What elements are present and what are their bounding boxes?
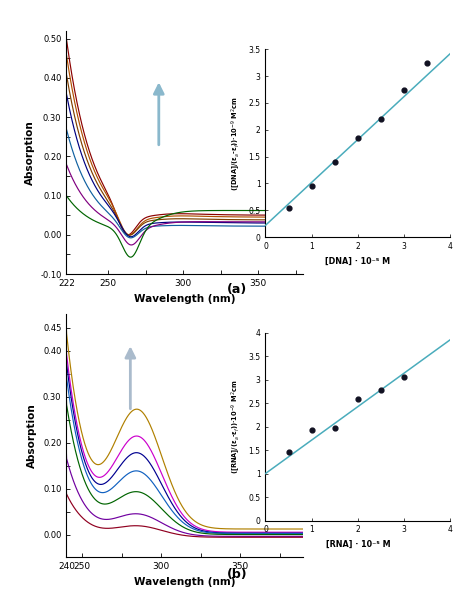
- Y-axis label: Absorption: Absorption: [25, 120, 35, 185]
- X-axis label: Wavelength (nm): Wavelength (nm): [134, 577, 236, 587]
- Point: [400, 372, 408, 382]
- Point: [354, 394, 362, 404]
- Point: [285, 203, 292, 213]
- Point: [285, 447, 292, 457]
- Point: [423, 58, 431, 68]
- Text: (b): (b): [227, 568, 247, 581]
- Point: [377, 114, 385, 124]
- Point: [354, 133, 362, 143]
- Point: [331, 424, 338, 434]
- X-axis label: [DNA] · 10⁻⁵ M: [DNA] · 10⁻⁵ M: [325, 257, 391, 265]
- Y-axis label: Absorption: Absorption: [27, 403, 37, 468]
- Point: [400, 84, 408, 94]
- Y-axis label: ([DNA]/(ε$_a$-ε$_f$))·10$^{-9}$ M$^2$cm: ([DNA]/(ε$_a$-ε$_f$))·10$^{-9}$ M$^2$cm: [230, 96, 243, 190]
- X-axis label: [RNA] · 10⁻⁵ M: [RNA] · 10⁻⁵ M: [326, 540, 390, 549]
- Point: [308, 426, 315, 436]
- Text: (a): (a): [227, 283, 247, 296]
- X-axis label: Wavelength (nm): Wavelength (nm): [134, 294, 236, 304]
- Point: [308, 181, 315, 191]
- Y-axis label: ([RNA]/(ε$_a$-ε$_f$))·10$^{-9}$ M$^2$cm: ([RNA]/(ε$_a$-ε$_f$))·10$^{-9}$ M$^2$cm: [230, 379, 243, 474]
- Point: [377, 385, 385, 395]
- Point: [331, 157, 338, 167]
